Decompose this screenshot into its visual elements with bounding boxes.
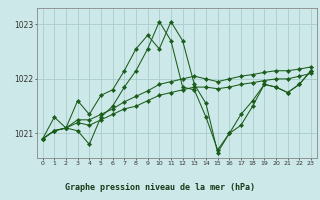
- Text: Graphe pression niveau de la mer (hPa): Graphe pression niveau de la mer (hPa): [65, 183, 255, 192]
